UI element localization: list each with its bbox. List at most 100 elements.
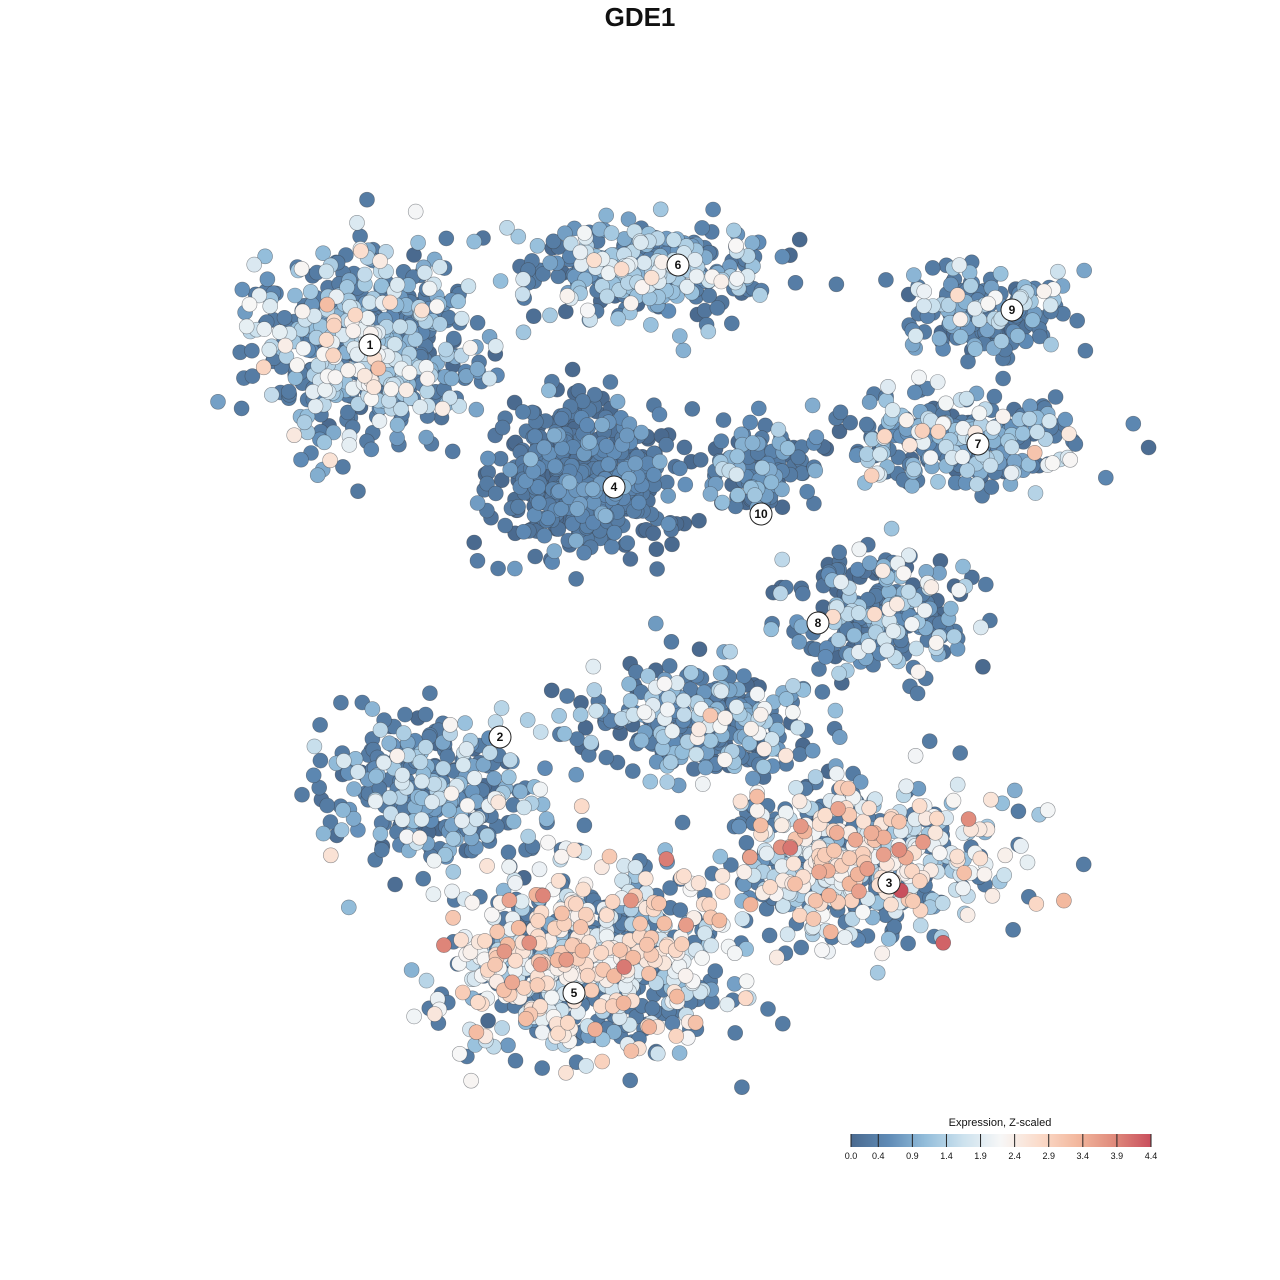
cell-point [1043,336,1059,353]
cell-point [863,825,880,841]
cell-point [849,561,866,578]
cell-point [368,768,384,785]
cell-point [736,668,752,684]
cell-point [664,536,680,553]
cell-point [808,429,825,446]
cell-point [630,494,647,511]
cell-point [1041,413,1058,430]
cell-point [293,260,310,277]
cell-point [658,851,675,867]
cell-point [676,868,692,884]
cell-point [536,527,553,544]
cell-point [345,323,362,339]
cell-point [531,861,548,878]
cell-point [642,773,659,790]
cell-point [389,430,405,446]
cell-point [487,956,504,973]
cell-point [496,943,513,960]
cell-point [487,485,504,502]
cell-point [502,752,519,768]
cell-point [455,757,472,773]
cell-point [551,483,567,500]
legend-tick-label: 1.4 [940,1151,953,1161]
cell-point [712,665,729,682]
cell-point [669,988,685,1005]
cell-point [417,739,434,755]
cell-point [534,1024,551,1041]
cell-point [960,353,976,370]
cell-point [458,741,475,757]
cell-point [910,663,927,680]
cell-point [621,676,637,692]
cell-point [675,342,692,359]
cell-point [714,883,731,900]
cell-point [929,810,945,827]
cell-point [356,266,373,283]
cell-point [520,828,537,845]
cell-point [714,494,731,511]
cell-point [1056,892,1072,909]
cell-point [732,793,749,810]
cell-point [971,405,988,422]
cell-point [550,872,567,889]
cluster-label-text: 10 [754,507,768,521]
cell-point [729,270,745,287]
cell-point [1044,455,1061,471]
cell-point [774,248,791,265]
cell-point [651,895,667,912]
cell-point [514,286,531,303]
cell-point [468,1024,485,1040]
cell-point [658,436,675,453]
cell-point [656,915,673,932]
cell-point [883,896,899,913]
cell-point [335,802,351,818]
cell-point [997,847,1014,864]
cell-point [530,494,547,511]
cell-point [568,766,585,783]
cell-point [610,310,626,327]
cell-point [645,525,662,542]
cell-point [293,451,309,468]
cell-point [418,972,435,989]
cell-point [664,1015,681,1031]
cluster-label-text: 5 [571,986,578,1000]
cell-point [661,658,678,674]
cell-point [622,1072,639,1089]
cell-point [663,633,680,650]
cell-point [603,538,620,555]
cell-point [1019,854,1036,871]
cell-point [723,315,740,332]
cluster-label: 10 [749,502,773,526]
cell-point [516,799,532,816]
cell-point [713,273,730,290]
cell-point [908,640,925,657]
cell-point [643,269,660,286]
cell-point [687,1014,704,1031]
cell-point [469,314,486,331]
cell-point [576,225,593,241]
cell-point [664,723,681,740]
cell-point [259,271,276,288]
cell-point [672,902,689,918]
cluster-label: 4 [602,475,626,499]
cell-point [774,551,791,568]
cell-point [716,752,733,768]
cell-point [992,265,1009,282]
cell-point [785,855,802,872]
cell-point [576,544,592,561]
cell-point [623,295,639,312]
cell-point [1125,415,1142,432]
cell-point [791,634,808,650]
cell-point [540,834,556,851]
cell-point [454,812,470,829]
cell-point [445,863,462,880]
cell-point [982,457,999,474]
cell-point [622,692,639,709]
cluster-label-text: 3 [886,876,893,890]
cell-point [586,252,602,269]
cell-point [277,337,294,354]
cell-point [500,1037,516,1054]
cell-point [598,207,615,224]
cell-point [817,649,834,665]
